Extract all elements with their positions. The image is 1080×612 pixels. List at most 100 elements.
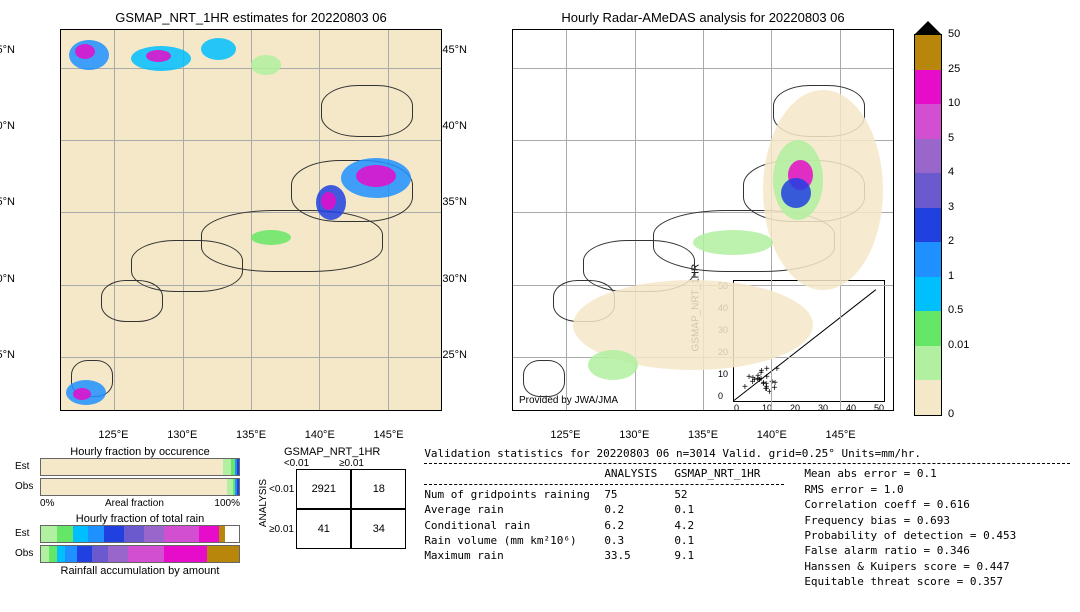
lon-tick: 125°E <box>550 429 580 441</box>
lat-tick: 45°N <box>0 44 15 56</box>
colorbar-segment <box>915 242 941 277</box>
precip-region <box>781 178 811 208</box>
cont-row1: ≥0.01 <box>269 524 294 535</box>
precip-region <box>73 388 91 400</box>
lat-tick: 35°N <box>0 196 15 208</box>
precip-region <box>588 350 638 380</box>
lon-tick: 135°E <box>236 429 266 441</box>
lon-tick: 130°E <box>167 429 197 441</box>
colorbar-tick: 50 <box>948 28 960 40</box>
frac-segment <box>41 459 223 475</box>
map-credit: Provided by JWA/JMA <box>519 395 618 406</box>
left-map-panel: GSMAP_NRT_1HR estimates for 20220803 06 … <box>60 10 442 411</box>
bottom-row: Hourly fraction by occurence Est Obs 0% … <box>10 446 1070 590</box>
frac-segment <box>77 546 93 562</box>
metric-line: Correlation coeff = 0.616 <box>804 497 1016 512</box>
colorbar-tick: 2 <box>948 235 954 247</box>
lon-tick: 125°E <box>98 429 128 441</box>
frac-segment <box>164 526 200 542</box>
stats-row: Average rain0.20.1 <box>424 502 784 517</box>
lon-tick: 135°E <box>688 429 718 441</box>
right-map-panel: Hourly Radar-AMeDAS analysis for 2022080… <box>512 10 894 411</box>
metric-line: Hanssen & Kuipers score = 0.447 <box>804 559 1016 574</box>
cont-10: 41 <box>296 509 351 549</box>
occ-obs: Obs <box>40 478 240 496</box>
right-map: Provided by JWA/JMA ANALYSIS GSMAP_NRT_1… <box>512 29 894 411</box>
left-map <box>60 29 442 411</box>
frac-segment <box>57 546 65 562</box>
colorbar-segment <box>915 380 941 415</box>
frac-segment <box>164 546 208 562</box>
areal-label: Areal fraction <box>105 498 164 509</box>
frac-segment <box>88 526 104 542</box>
colorbar-arrow-icon <box>914 21 942 35</box>
lat-tick: 30°N <box>0 273 15 285</box>
frac-segment <box>49 546 57 562</box>
right-map-title: Hourly Radar-AMeDAS analysis for 2022080… <box>512 10 894 25</box>
colorbar-tick: 4 <box>948 166 954 178</box>
colorbar-tick: 0.5 <box>948 304 963 316</box>
frac-segment <box>104 526 124 542</box>
colorbar-segment <box>915 277 941 312</box>
rain-title: Hourly fraction of total rain <box>40 513 240 525</box>
frac-segment <box>237 459 239 475</box>
stats-h2: GSMAP_NRT_1HR <box>674 466 784 481</box>
frac-segment <box>124 526 144 542</box>
stats-panel: Validation statistics for 20220803 06 n=… <box>424 446 1070 590</box>
lat-tick: 40°N <box>0 120 15 132</box>
colorbar-tick: 5 <box>948 132 954 144</box>
precip-region <box>321 192 336 210</box>
colorbar-segment <box>915 173 941 208</box>
precip-region <box>146 50 171 62</box>
frac-segment <box>92 546 108 562</box>
stats-title: Validation statistics for 20220803 06 n=… <box>424 446 1070 461</box>
colorbar-tick: 1 <box>948 270 954 282</box>
cont-00: 2921 <box>296 469 351 509</box>
metric-line: Equitable threat score = 0.357 <box>804 574 1016 589</box>
precip-region <box>201 38 236 60</box>
precip-region <box>251 55 281 75</box>
stats-row: Rain volume (mm km²10⁶)0.30.1 <box>424 533 784 548</box>
figure-root: GSMAP_NRT_1HR estimates for 20220803 06 … <box>10 10 1070 590</box>
colorbar-segment <box>915 139 941 174</box>
fraction-panel: Hourly fraction by occurence Est Obs 0% … <box>40 446 240 577</box>
precip-region <box>693 230 773 255</box>
occ-title: Hourly fraction by occurence <box>40 446 240 458</box>
frac-segment <box>41 479 227 495</box>
metric-line: RMS error = 1.0 <box>804 482 1016 497</box>
colorbar-tick: 10 <box>948 97 960 109</box>
cont-row0: <0.01 <box>269 484 294 495</box>
cont-col0: <0.01 <box>269 458 324 469</box>
lat-tick: 40°N <box>442 120 467 132</box>
lat-tick: 25°N <box>0 349 15 361</box>
frac-segment <box>57 526 73 542</box>
frac-segment <box>41 526 57 542</box>
stats-row: Conditional rain6.24.2 <box>424 518 784 533</box>
rain-obs: Obs <box>40 545 240 563</box>
frac-segment <box>65 546 77 562</box>
lon-tick: 145°E <box>373 429 403 441</box>
frac-segment <box>207 546 239 562</box>
frac-segment <box>199 526 219 542</box>
top-row: GSMAP_NRT_1HR estimates for 20220803 06 … <box>10 10 1070 416</box>
lat-tick: 45°N <box>442 44 467 56</box>
frac-segment <box>108 546 128 562</box>
metric-line: False alarm ratio = 0.346 <box>804 543 1016 558</box>
lat-tick: 25°N <box>442 349 467 361</box>
lat-tick: 30°N <box>442 273 467 285</box>
frac-segment <box>41 546 49 562</box>
cont-01: 18 <box>351 469 406 509</box>
metric-line: Mean abs error = 0.1 <box>804 466 1016 481</box>
lon-tick: 130°E <box>619 429 649 441</box>
lon-tick: 145°E <box>825 429 855 441</box>
colorbar-tick: 25 <box>948 63 960 75</box>
contingency-table: GSMAP_NRT_1HR ANALYSIS <0.01 ≥0.01 <0.01… <box>258 446 406 549</box>
left-map-title: GSMAP_NRT_1HR estimates for 20220803 06 <box>60 10 442 25</box>
colorbar-segment <box>915 104 941 139</box>
colorbar-tick: 0.01 <box>948 339 969 351</box>
metric-line: Probability of detection = 0.453 <box>804 528 1016 543</box>
frac-segment <box>128 546 164 562</box>
colorbar-panel: 502510543210.50.010 <box>914 10 977 416</box>
colorbar-segment <box>915 35 941 70</box>
cont-row-axis: ANALYSIS <box>258 479 269 527</box>
